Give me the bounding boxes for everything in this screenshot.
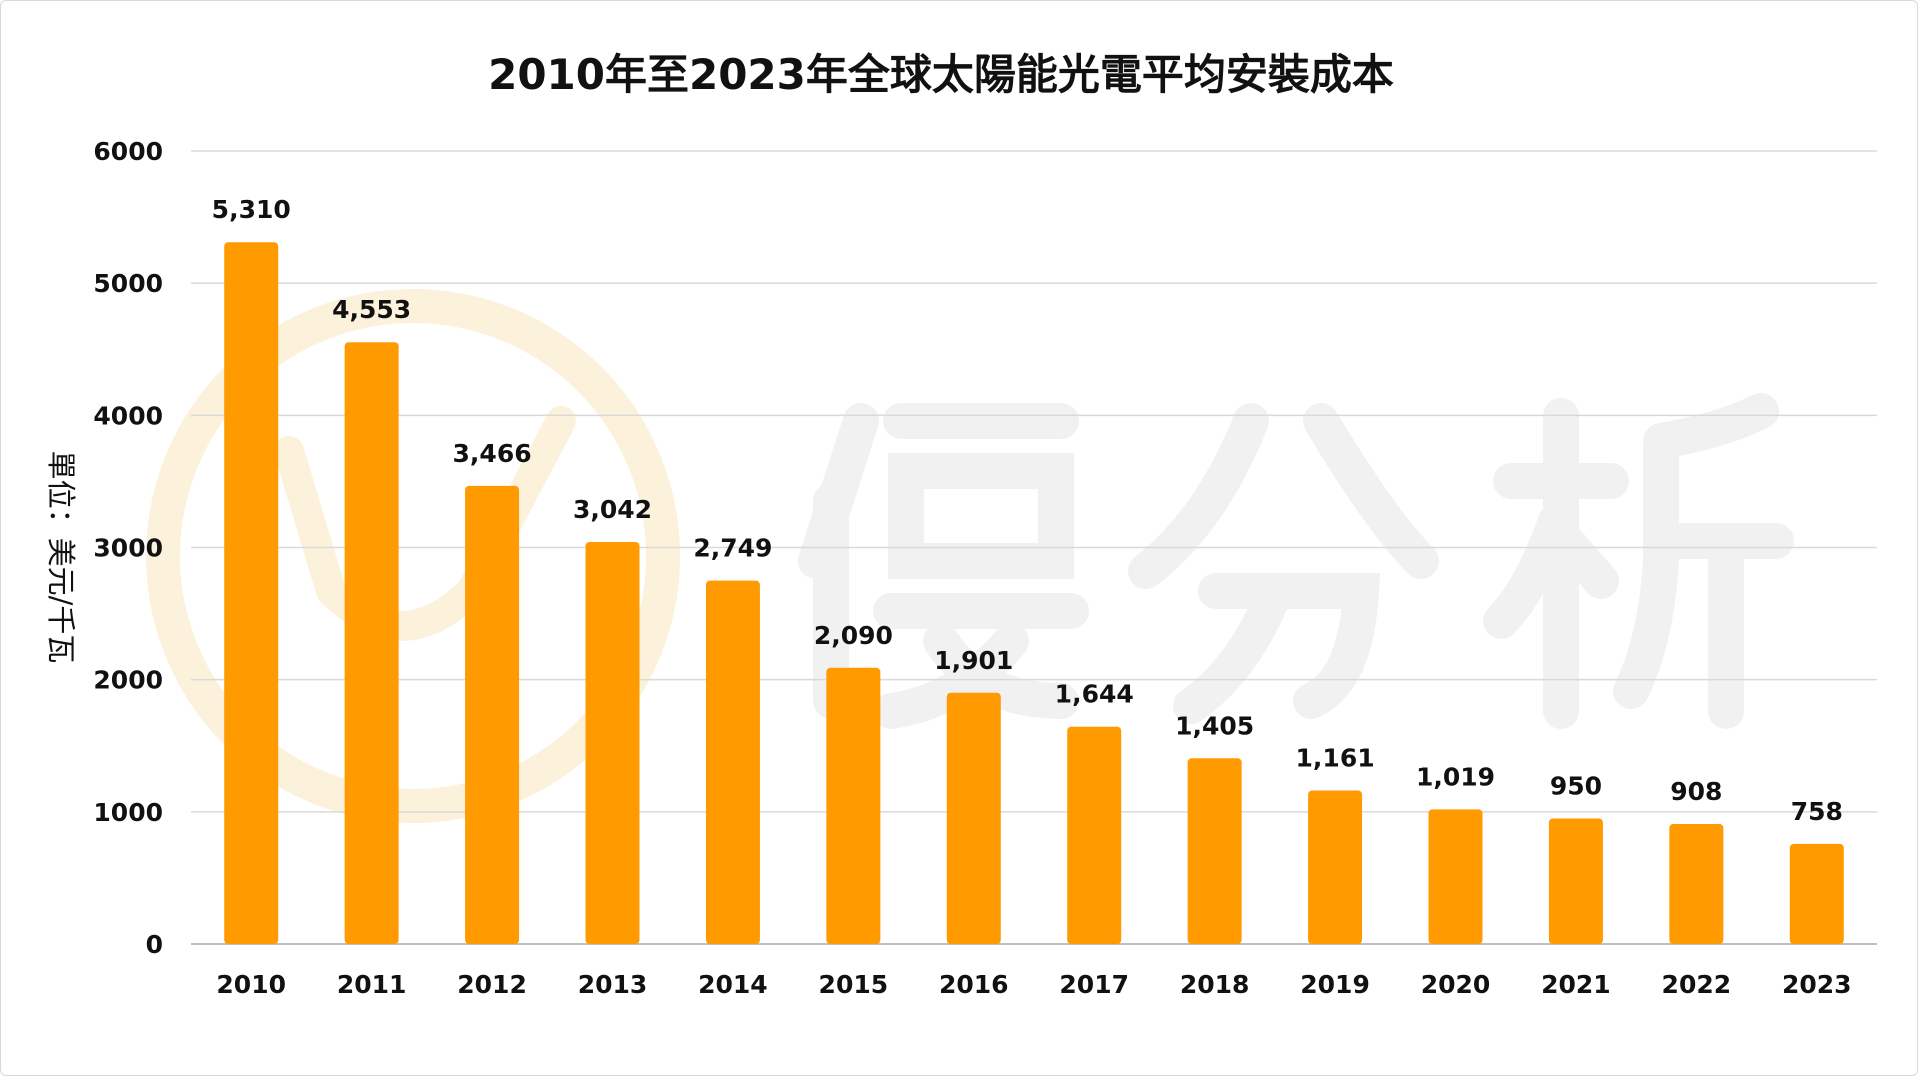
bar-2013 <box>585 541 640 944</box>
bar-2012 <box>465 485 520 944</box>
x-tick-label-2018: 2018 <box>1180 970 1250 999</box>
data-label-2020: 1,019 <box>1416 762 1495 791</box>
y-tick-label: 0 <box>146 930 163 959</box>
data-label-2012: 3,466 <box>453 439 532 468</box>
bar-2021 <box>1548 818 1603 944</box>
data-label-2015: 2,090 <box>814 621 893 650</box>
data-label-2022: 908 <box>1670 777 1722 806</box>
y-tick-label: 1000 <box>93 798 163 827</box>
y-axis-label: 單位：美元/千瓦 <box>44 451 78 664</box>
data-label-2018: 1,405 <box>1175 711 1254 740</box>
bar-2011 <box>344 342 399 944</box>
x-tick-label-2011: 2011 <box>337 970 407 999</box>
x-tick-label-2017: 2017 <box>1059 970 1129 999</box>
data-label-2019: 1,161 <box>1296 744 1375 773</box>
bar-2015 <box>826 667 881 944</box>
data-label-2021: 950 <box>1550 771 1602 800</box>
x-tick-label-2021: 2021 <box>1541 970 1611 999</box>
x-tick-label-2016: 2016 <box>939 970 1009 999</box>
gridlines <box>191 150 1877 945</box>
bar-2016 <box>946 692 1001 944</box>
bar-2018 <box>1187 758 1242 944</box>
y-axis-ticks: 0 1000 2000 3000 4000 5000 6000 <box>93 137 163 959</box>
y-tick-label: 5000 <box>93 269 163 298</box>
x-tick-label-2013: 2013 <box>578 970 648 999</box>
bar-2020 <box>1428 809 1483 944</box>
bar-2022 <box>1669 823 1724 944</box>
data-labels: 5,310 4,553 3,466 3,042 2,749 2,090 1,901 1,644… <box>212 195 1843 826</box>
bar-2014 <box>705 580 760 944</box>
watermark-logo <box>146 289 1794 823</box>
data-label-2023: 758 <box>1791 797 1843 826</box>
x-tick-label-2012: 2012 <box>457 970 527 999</box>
data-label-2014: 2,749 <box>693 534 772 563</box>
x-tick-label-2019: 2019 <box>1300 970 1370 999</box>
x-tick-label-2014: 2014 <box>698 970 768 999</box>
x-tick-label-2020: 2020 <box>1421 970 1491 999</box>
y-tick-label: 2000 <box>93 666 163 695</box>
bar-2019 <box>1308 790 1363 944</box>
bar-2010 <box>224 242 279 944</box>
x-tick-label-2023: 2023 <box>1782 970 1852 999</box>
data-label-2011: 4,553 <box>332 295 411 324</box>
chart-title: 2010年至2023年全球太陽能光電平均安裝成本 <box>488 50 1394 99</box>
data-label-2013: 3,042 <box>573 495 652 524</box>
data-label-2016: 1,901 <box>934 646 1013 675</box>
data-label-2017: 1,644 <box>1055 680 1134 709</box>
x-tick-label-2022: 2022 <box>1662 970 1732 999</box>
x-tick-label-2015: 2015 <box>819 970 889 999</box>
x-axis-ticks: 2010 2011 2012 2013 2014 2015 2016 2017 2018 2019… <box>216 970 1851 999</box>
x-tick-label-2010: 2010 <box>216 970 286 999</box>
y-tick-label: 4000 <box>93 401 163 430</box>
y-tick-label: 3000 <box>93 534 163 563</box>
y-tick-label: 6000 <box>93 137 163 166</box>
data-label-2010: 5,310 <box>212 195 291 224</box>
bar-2023 <box>1789 843 1844 944</box>
bar-2017 <box>1067 726 1122 944</box>
bars <box>224 242 1844 944</box>
